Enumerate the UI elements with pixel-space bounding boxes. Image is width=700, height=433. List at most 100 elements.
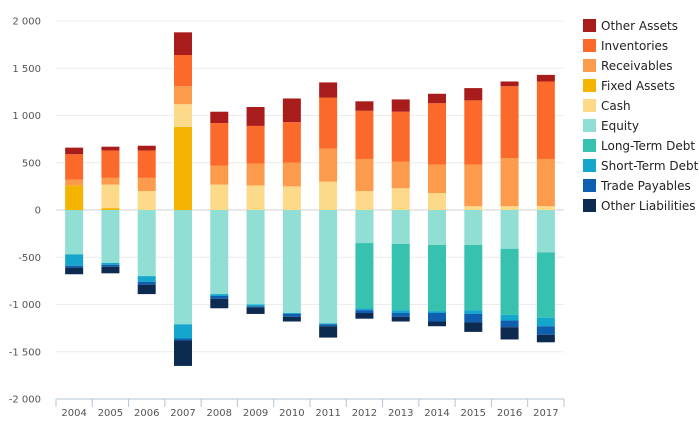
- bar-trade-payables: [174, 338, 192, 341]
- legend-item-cash[interactable]: Cash: [583, 99, 631, 113]
- bar-other-liabilities: [137, 284, 156, 295]
- bar-trade-payables: [391, 313, 410, 317]
- legend-item-other-assets[interactable]: Other Assets: [583, 19, 678, 33]
- legend-swatch: [583, 59, 596, 72]
- bar-trade-payables: [319, 324, 338, 327]
- bar-cash: [428, 192, 446, 210]
- x-tick-label: 2011: [315, 408, 340, 419]
- bar-other-liabilities: [282, 316, 301, 322]
- legend-item-receivables[interactable]: Receivables: [583, 59, 673, 73]
- bar-trade-payables: [282, 313, 301, 317]
- bar-long-term-debt: [464, 244, 483, 311]
- legend-swatch: [583, 79, 596, 92]
- x-tick-label: 2015: [461, 408, 486, 419]
- bar-cash: [464, 206, 483, 210]
- bar-fixed-assets: [101, 208, 120, 210]
- bar-trade-payables: [210, 295, 229, 299]
- x-tick-label: 2014: [424, 408, 449, 419]
- bar-inventories: [210, 123, 229, 166]
- bar-cash: [174, 104, 192, 127]
- bar-fixed-assets: [174, 126, 192, 210]
- bar-short-term-debt: [174, 324, 192, 339]
- legend-label: Inventories: [601, 39, 668, 53]
- bar-equity: [391, 210, 410, 245]
- legend-item-fixed-assets[interactable]: Fixed Assets: [583, 79, 675, 93]
- grid-lines: [56, 20, 564, 400]
- y-tick-label: 1 000: [12, 111, 41, 122]
- legend-item-long-term-debt[interactable]: Long-Term Debt: [583, 139, 695, 153]
- bars: [65, 32, 555, 366]
- x-tick-label: 2017: [533, 408, 558, 419]
- y-tick-label: -1 500: [9, 347, 41, 358]
- bar-inventories: [319, 97, 338, 149]
- legend-swatch: [583, 159, 596, 172]
- bar-other-liabilities: [210, 298, 229, 309]
- bar-short-term-debt: [464, 310, 483, 314]
- y-tick-label: -500: [18, 253, 41, 264]
- legend-item-equity[interactable]: Equity: [583, 119, 639, 133]
- bar-cash: [391, 188, 410, 210]
- bar-equity: [464, 210, 483, 245]
- bar-cash: [536, 206, 555, 210]
- bar-receivables: [137, 177, 156, 192]
- bar-other-assets: [65, 147, 84, 155]
- bar-long-term-debt: [500, 248, 519, 315]
- legend-label: Equity: [601, 119, 639, 133]
- bar-other-liabilities: [428, 321, 446, 327]
- legend-label: Trade Payables: [600, 179, 691, 193]
- legend[interactable]: Other Assets Inventories Receivables Fixed …: [583, 19, 699, 213]
- legend-swatch: [583, 99, 596, 112]
- x-tick-label: 2009: [243, 408, 268, 419]
- bar-inventories: [137, 150, 156, 178]
- bar-cash: [246, 185, 265, 210]
- bar-long-term-debt: [391, 244, 410, 311]
- bar-short-term-debt: [210, 294, 229, 296]
- bar-short-term-debt: [282, 313, 301, 314]
- legend-swatch: [583, 139, 596, 152]
- legend-item-trade-payables[interactable]: Trade Payables: [583, 179, 691, 193]
- y-tick-label: 2 000: [12, 17, 41, 28]
- bar-equity: [355, 210, 374, 244]
- bar-other-assets: [391, 99, 410, 112]
- bar-equity: [210, 210, 229, 295]
- bar-cash: [101, 184, 120, 209]
- bar-other-liabilities: [174, 340, 192, 366]
- bar-trade-payables: [428, 313, 446, 322]
- bar-trade-payables: [536, 326, 555, 335]
- bar-equity: [536, 210, 555, 253]
- bar-inventories: [391, 111, 410, 162]
- y-axis: 2 000 1 500 1 000 500 0 -500 -1 000 -1 500 -2 00…: [9, 17, 41, 406]
- legend-item-other-liabilities[interactable]: Other Liabilities: [583, 199, 696, 213]
- bar-other-assets: [500, 81, 519, 87]
- bar-cash: [137, 191, 156, 210]
- legend-swatch: [583, 19, 596, 32]
- bar-other-assets: [282, 98, 301, 123]
- bar-trade-payables: [500, 320, 519, 328]
- bar-short-term-debt: [101, 262, 120, 265]
- bar-short-term-debt: [355, 308, 374, 311]
- bar-other-liabilities: [246, 307, 265, 314]
- bar-other-assets: [174, 32, 192, 56]
- bar-equity: [137, 210, 156, 277]
- bar-other-liabilities: [65, 267, 84, 275]
- bar-inventories: [536, 81, 555, 159]
- bar-trade-payables: [137, 281, 156, 285]
- legend-label: Other Liabilities: [601, 199, 696, 213]
- bar-cash: [282, 186, 301, 210]
- bar-other-liabilities: [500, 327, 519, 340]
- bar-short-term-debt: [246, 304, 265, 307]
- bar-cash: [500, 206, 519, 210]
- legend-item-inventories[interactable]: Inventories: [583, 39, 668, 53]
- x-tick-label: 2013: [388, 408, 413, 419]
- bar-other-assets: [137, 145, 156, 151]
- bar-long-term-debt: [428, 244, 446, 312]
- legend-item-short-term-debt[interactable]: Short-Term Debt: [583, 159, 699, 173]
- bar-short-term-debt: [65, 254, 84, 266]
- legend-swatch: [583, 119, 596, 132]
- bar-receivables: [500, 158, 519, 207]
- x-tick-label: 2007: [170, 408, 195, 419]
- bar-trade-payables: [246, 306, 265, 308]
- bar-short-term-debt: [536, 317, 555, 327]
- bar-equity: [319, 210, 338, 324]
- legend-swatch: [583, 199, 596, 212]
